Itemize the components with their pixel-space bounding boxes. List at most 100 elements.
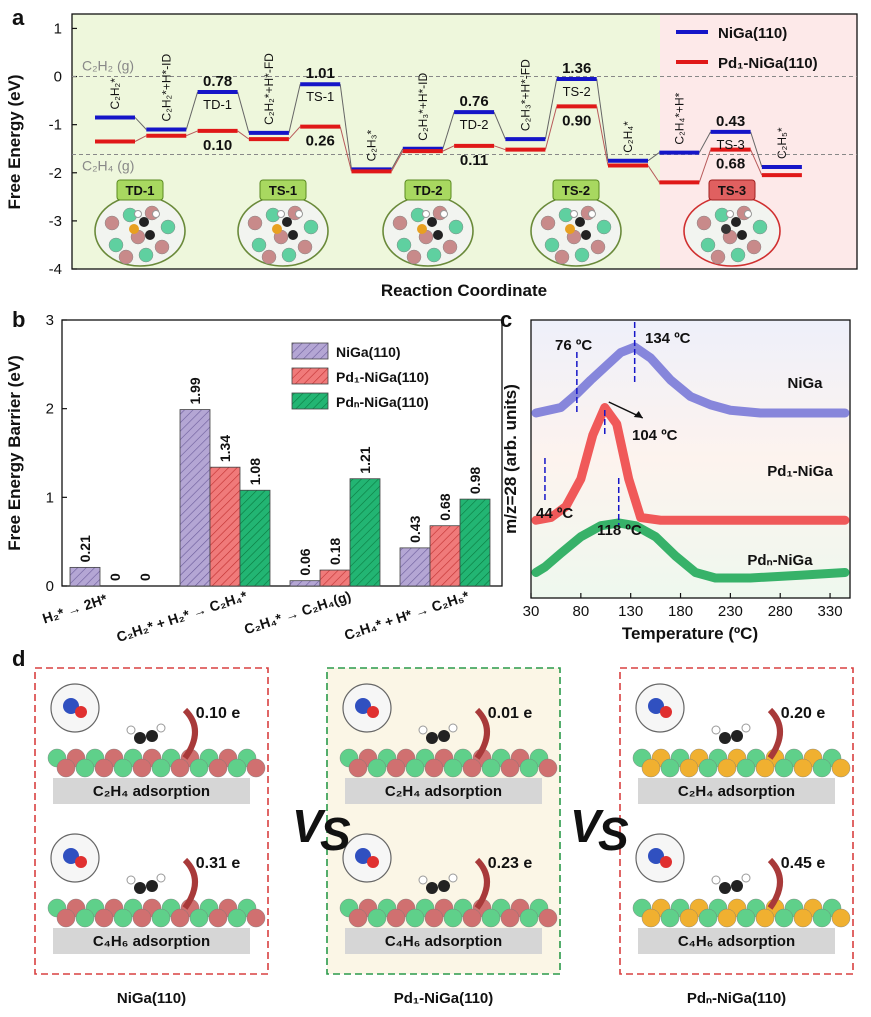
a-connector bbox=[288, 126, 301, 140]
b-category-label: C₂H₂* + H₂* → C₂H₄* bbox=[114, 587, 249, 644]
d-label-bar bbox=[345, 928, 542, 954]
d-adsorbate-atom bbox=[741, 873, 751, 883]
a-inset-atom bbox=[297, 239, 313, 255]
a-connector bbox=[391, 148, 404, 170]
d-zoom-density bbox=[648, 848, 664, 864]
d-adsorbate-atom bbox=[146, 880, 158, 892]
b-bar bbox=[209, 466, 241, 587]
a-connector bbox=[185, 91, 199, 130]
a-connector bbox=[750, 131, 763, 168]
a-inset-atom bbox=[731, 217, 741, 227]
d-transfer-arrow bbox=[182, 857, 198, 910]
panel-a-barrier-labels: 0.78 0.10 1.01 0.26 0.76 0.11 1.36 0.90 0.43 0.68 bbox=[203, 60, 745, 173]
panel-d-columns: C₂H₄ adsorption 0.10 e C₄H₆ adsorption 0.31… bbox=[34, 667, 854, 1007]
a-state-label: C₂H₄*+H* bbox=[672, 92, 686, 144]
a-inset-atom bbox=[288, 230, 298, 240]
d-adsorbate-atom bbox=[134, 882, 146, 894]
d-slab-atom bbox=[500, 758, 520, 778]
a-inset-tag bbox=[708, 179, 756, 201]
a-inset-tag bbox=[404, 179, 452, 201]
b-bar-label: 0.98 bbox=[467, 467, 483, 494]
a-inset-atom bbox=[581, 230, 591, 240]
a-inset-atom bbox=[422, 210, 430, 218]
b-bar bbox=[179, 409, 211, 587]
d-slab-atom bbox=[538, 908, 558, 928]
b-bar bbox=[399, 547, 431, 587]
d-adsorbate-atom bbox=[426, 882, 438, 894]
d-slab-atom bbox=[679, 758, 699, 778]
a-connector bbox=[698, 131, 712, 153]
panel-b-frame bbox=[61, 319, 503, 587]
panel-c-x-ticks: 30 80 130 180 230 280 330 bbox=[523, 593, 843, 620]
d-zoom-density bbox=[367, 856, 379, 868]
c-annotation: 44 ºC bbox=[536, 505, 573, 522]
d-adsorbate-atom bbox=[711, 875, 721, 885]
c-annotation: 134 ºC bbox=[645, 330, 691, 347]
c-xtick-label: 30 bbox=[523, 603, 540, 620]
d-slab-atom bbox=[519, 758, 539, 778]
c-xtick-label: 230 bbox=[718, 603, 743, 620]
b-ytick-label: 2 bbox=[46, 401, 54, 418]
d-slab-atom bbox=[793, 758, 813, 778]
panel-letter-d: d bbox=[12, 646, 25, 671]
d-label-bar bbox=[53, 928, 250, 954]
d-adsorbate-atom bbox=[731, 880, 743, 892]
a-inset-tag-label: TS-1 bbox=[269, 183, 297, 198]
d-label-bar bbox=[638, 928, 835, 954]
a-state-label: C₂H₃* bbox=[365, 130, 379, 162]
d-slab-atom bbox=[189, 758, 209, 778]
d-slab-atom bbox=[405, 908, 425, 928]
a-barrier-niga: 0.76 bbox=[459, 93, 488, 110]
d-slab-atom bbox=[812, 758, 832, 778]
a-barrier-pd1: 0.10 bbox=[203, 137, 232, 154]
d-adsorbate-atom bbox=[426, 732, 438, 744]
d-slab-atom bbox=[189, 908, 209, 928]
d-slab-atom bbox=[424, 908, 444, 928]
d-charge-value: 0.10 e bbox=[196, 705, 241, 722]
b-ytick-label: 0 bbox=[46, 578, 54, 595]
d-slab-atom bbox=[481, 758, 501, 778]
panel-c-annotations: 76 ºC 134 ºC 104 ºC 44 ºC 118 ºC bbox=[536, 322, 691, 539]
c-xtick-label: 180 bbox=[668, 603, 693, 620]
reference-label-c2h2: C₂H₂ (g) bbox=[82, 58, 134, 74]
d-slab-atom bbox=[443, 908, 463, 928]
a-inset-atom bbox=[433, 230, 443, 240]
b-bar bbox=[69, 566, 101, 587]
a-barrier-niga: 0.78 bbox=[203, 73, 232, 90]
b-ytick-label: 1 bbox=[46, 489, 54, 506]
a-connector bbox=[698, 149, 712, 183]
d-zoom-density bbox=[63, 848, 79, 864]
d-slab-atom bbox=[462, 908, 482, 928]
a-connector bbox=[237, 91, 250, 133]
c-xtick-label: 130 bbox=[618, 603, 643, 620]
a-inset-atom bbox=[281, 247, 297, 263]
d-adsorbate-atom bbox=[719, 732, 731, 744]
a-inset-atom bbox=[565, 224, 575, 234]
d-adsorbate-atom bbox=[126, 875, 136, 885]
legend-label-niga-b: NiGa(110) bbox=[336, 344, 401, 360]
a-inset-atom bbox=[440, 210, 448, 218]
d-slab-atom bbox=[641, 908, 661, 928]
d-slab-atom bbox=[56, 908, 76, 928]
d-slab-atom bbox=[812, 908, 832, 928]
d-slab-atom bbox=[348, 758, 368, 778]
d-slab-atom bbox=[170, 758, 190, 778]
a-inset-tag bbox=[552, 179, 600, 201]
b-category-label: H₂* → 2H* bbox=[40, 590, 109, 626]
a-connector bbox=[596, 106, 609, 166]
d-transfer-arrow bbox=[474, 707, 490, 760]
a-inset-atom bbox=[145, 230, 155, 240]
a-inset-atom bbox=[596, 219, 612, 235]
a-inset-atom bbox=[138, 247, 154, 263]
d-label-bar bbox=[638, 778, 835, 804]
b-category-label: C₂H₄* + H* → C₂H₅* bbox=[342, 587, 471, 643]
legend-swatch-pd1-b bbox=[291, 367, 329, 385]
a-inset-atom bbox=[392, 215, 408, 231]
a-inset-atom bbox=[154, 239, 170, 255]
panel-letter-c: c bbox=[500, 307, 512, 332]
legend-label-niga: NiGa(110) bbox=[718, 25, 787, 42]
d-adsorption-label: C₂H₄ adsorption bbox=[385, 783, 502, 800]
d-zoom-density bbox=[660, 856, 672, 868]
d-charge-value: 0.31 e bbox=[196, 855, 241, 872]
b-bar-label: 1.21 bbox=[357, 446, 373, 473]
